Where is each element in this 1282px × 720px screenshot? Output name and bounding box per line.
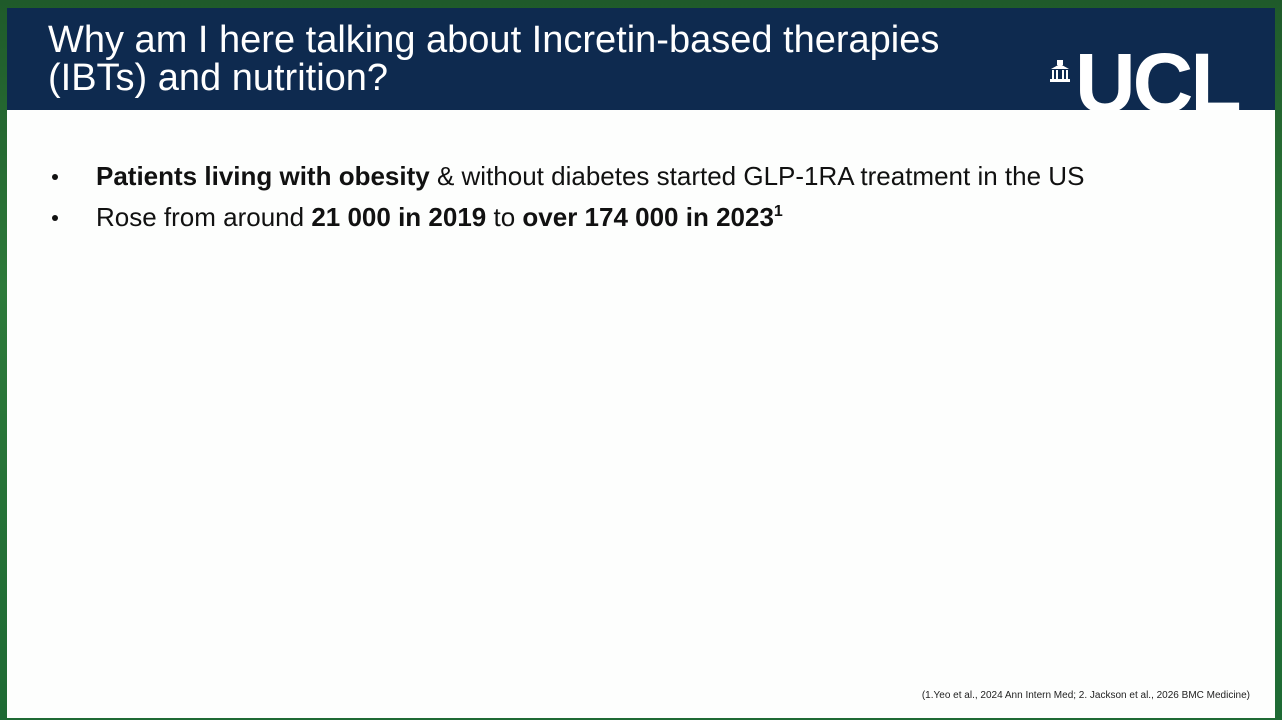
logo: UCL <box>1075 36 1242 110</box>
superscript: 1 <box>773 203 783 220</box>
bullet-text: Patients living with obesity <box>96 161 430 191</box>
title-line: (IBTs) and nutrition? <box>48 57 389 99</box>
bullet-text: to <box>486 202 523 232</box>
footnote: (1.Yeo et al., 2024 Ann Intern Med; 2. J… <box>921 690 1250 701</box>
logo-icon <box>1050 60 1070 82</box>
bullet-text: Rose from around <box>96 202 312 232</box>
bullet-text: & without diabetes started GLP-1RA treat… <box>429 161 1085 191</box>
bullet-text: 21 000 in 2019 <box>311 202 487 232</box>
title-line: Why am I here talking about Incretin-bas… <box>48 19 940 61</box>
slide: Why am I here talking about Incretin-bas… <box>7 8 1275 718</box>
header: Why am I here talking about Incretin-bas… <box>7 8 1275 110</box>
bullet: Patients living with obesity & without d… <box>51 156 1085 197</box>
bullet-text: over 174 000 in 2023 <box>522 202 774 232</box>
bullet: Rose from around 21 000 in 2019 to over … <box>51 197 1084 238</box>
bullet-list: Patients living with obesity & without d… <box>51 156 1085 238</box>
